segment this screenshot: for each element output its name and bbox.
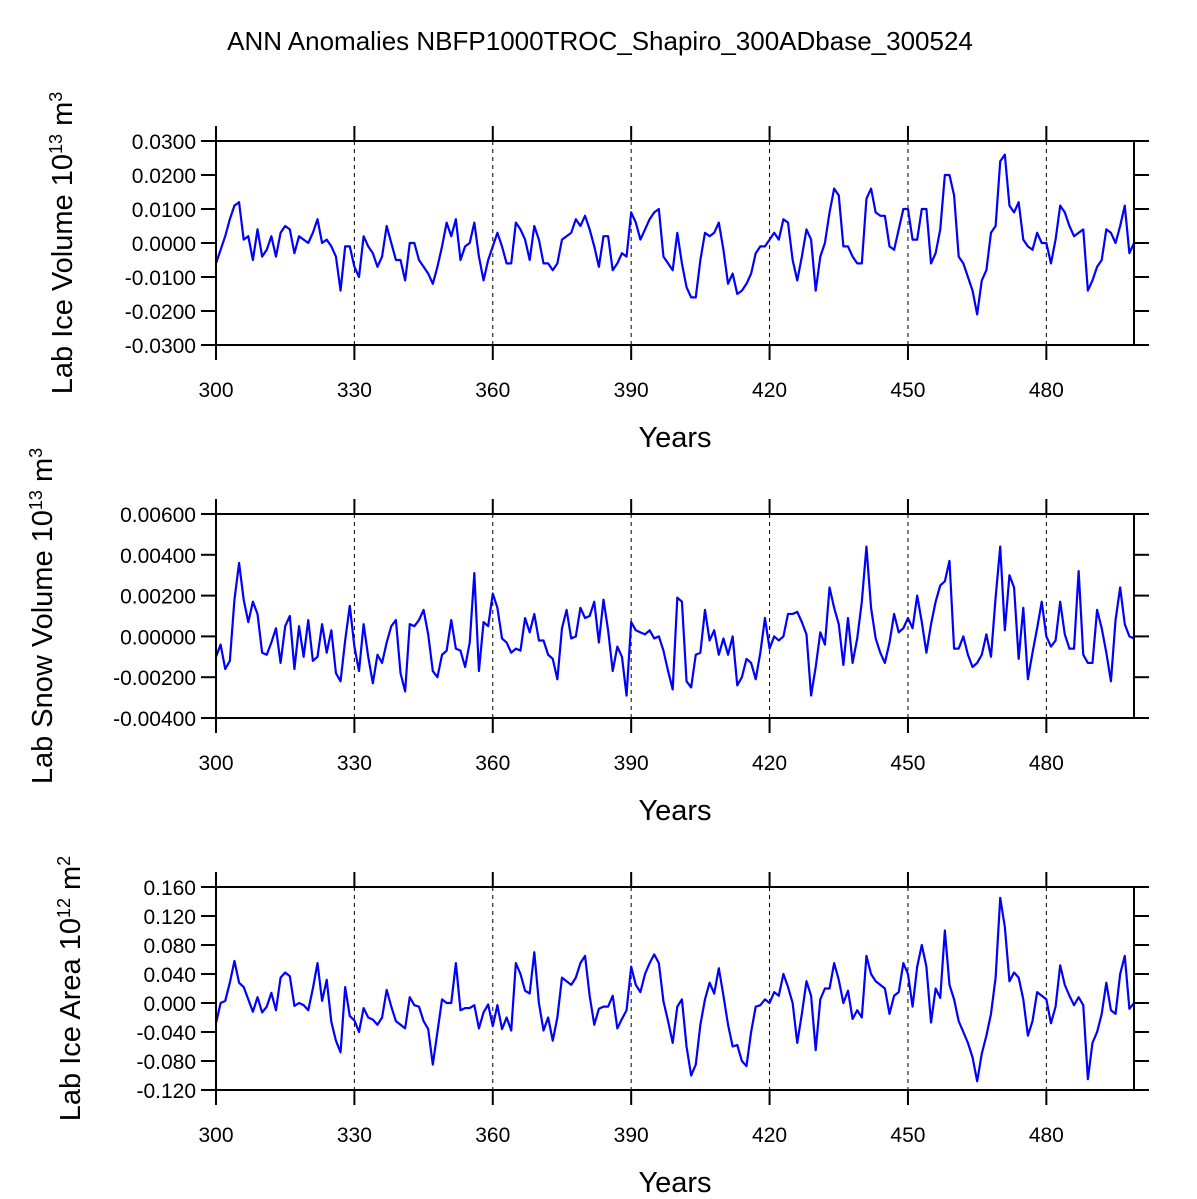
- y-axis-label-exponent: 13: [46, 134, 66, 154]
- y-tick-label: -0.080: [136, 1051, 196, 1074]
- x-tick-label: 300: [198, 1124, 233, 1147]
- y-tick-label: -0.040: [136, 1022, 196, 1045]
- x-tick-label: 300: [198, 379, 233, 402]
- x-tick-label: 450: [890, 379, 925, 402]
- x-tick-label: 480: [1029, 379, 1064, 402]
- y-tick-label: 0.000: [143, 993, 196, 1016]
- x-tick-label: 360: [475, 379, 510, 402]
- chart-title: ANN Anomalies NBFP1000TROC_Shapiro_300AD…: [227, 26, 973, 56]
- data-line: [214, 896, 1135, 1083]
- y-axis-label: Lab Ice Volume 1013 m3: [46, 92, 79, 395]
- y-axis-label-part: m: [27, 458, 59, 490]
- x-tick-label: 480: [1029, 1124, 1064, 1147]
- x-tick-label: 300: [198, 752, 233, 775]
- y-axis-label-exponent: 2: [54, 856, 74, 866]
- x-tick-label: 450: [890, 1124, 925, 1147]
- y-axis-label-part: Lab Snow Volume 10: [27, 510, 59, 784]
- data-line: [214, 153, 1136, 316]
- y-axis-label-part: m: [47, 102, 79, 134]
- x-tick-label: 390: [614, 379, 649, 402]
- x-axis-label: Years: [638, 795, 711, 827]
- x-tick-label: 330: [337, 379, 372, 402]
- x-tick-label: 390: [614, 1124, 649, 1147]
- y-tick-label: 0.160: [143, 877, 196, 900]
- y-axis-label: Lab Snow Volume 1013 m3: [26, 448, 59, 784]
- x-axis-label: Years: [638, 422, 711, 454]
- x-tick-label: 360: [475, 752, 510, 775]
- x-tick-label: 330: [337, 752, 372, 775]
- y-tick-label: 0.0300: [132, 131, 196, 154]
- y-axis-label-part: Lab Ice Area 10: [55, 918, 87, 1121]
- x-tick-label: 480: [1029, 752, 1064, 775]
- y-tick-label: 0.00400: [120, 545, 196, 568]
- x-tick-label: 390: [614, 752, 649, 775]
- y-tick-label: 0.00000: [120, 626, 196, 649]
- y-tick-label: 0.0200: [132, 165, 196, 188]
- y-tick-label: -0.0200: [125, 301, 196, 324]
- x-tick-label: 420: [752, 1124, 787, 1147]
- y-tick-label: -0.0300: [125, 335, 196, 358]
- y-tick-label: 0.0100: [132, 199, 196, 222]
- y-axis-label-part: Lab Ice Volume 10: [47, 154, 79, 394]
- y-axis-label-exponent: 13: [26, 490, 46, 510]
- y-tick-label: -0.120: [136, 1080, 196, 1103]
- y-tick-label: -0.00200: [113, 667, 196, 690]
- y-tick-label: 0.0000: [132, 233, 196, 256]
- y-axis-label-part: m: [55, 866, 87, 898]
- y-tick-label: 0.040: [143, 964, 196, 987]
- plot-frame: [215, 513, 1135, 719]
- y-tick-label: -0.00400: [113, 708, 196, 731]
- y-tick-label: 0.00600: [120, 504, 196, 527]
- y-axis-label-exponent: 3: [26, 448, 46, 458]
- plot-frame: [215, 140, 1135, 346]
- x-axis-label: Years: [638, 1167, 711, 1199]
- y-tick-label: -0.0100: [125, 267, 196, 290]
- x-tick-label: 420: [752, 379, 787, 402]
- y-axis-label-exponent: 12: [54, 898, 74, 918]
- x-tick-label: 330: [337, 1124, 372, 1147]
- y-axis-label-exponent: 3: [46, 92, 66, 102]
- data-line: [214, 545, 1135, 697]
- y-tick-label: 0.120: [143, 906, 196, 929]
- y-axis-label: Lab Ice Area 1012 m2: [54, 856, 87, 1121]
- x-tick-label: 420: [752, 752, 787, 775]
- y-tick-label: 0.00200: [120, 586, 196, 609]
- y-tick-label: 0.080: [143, 935, 196, 958]
- x-tick-label: 450: [890, 752, 925, 775]
- x-tick-label: 360: [475, 1124, 510, 1147]
- plot-frame: [215, 886, 1135, 1091]
